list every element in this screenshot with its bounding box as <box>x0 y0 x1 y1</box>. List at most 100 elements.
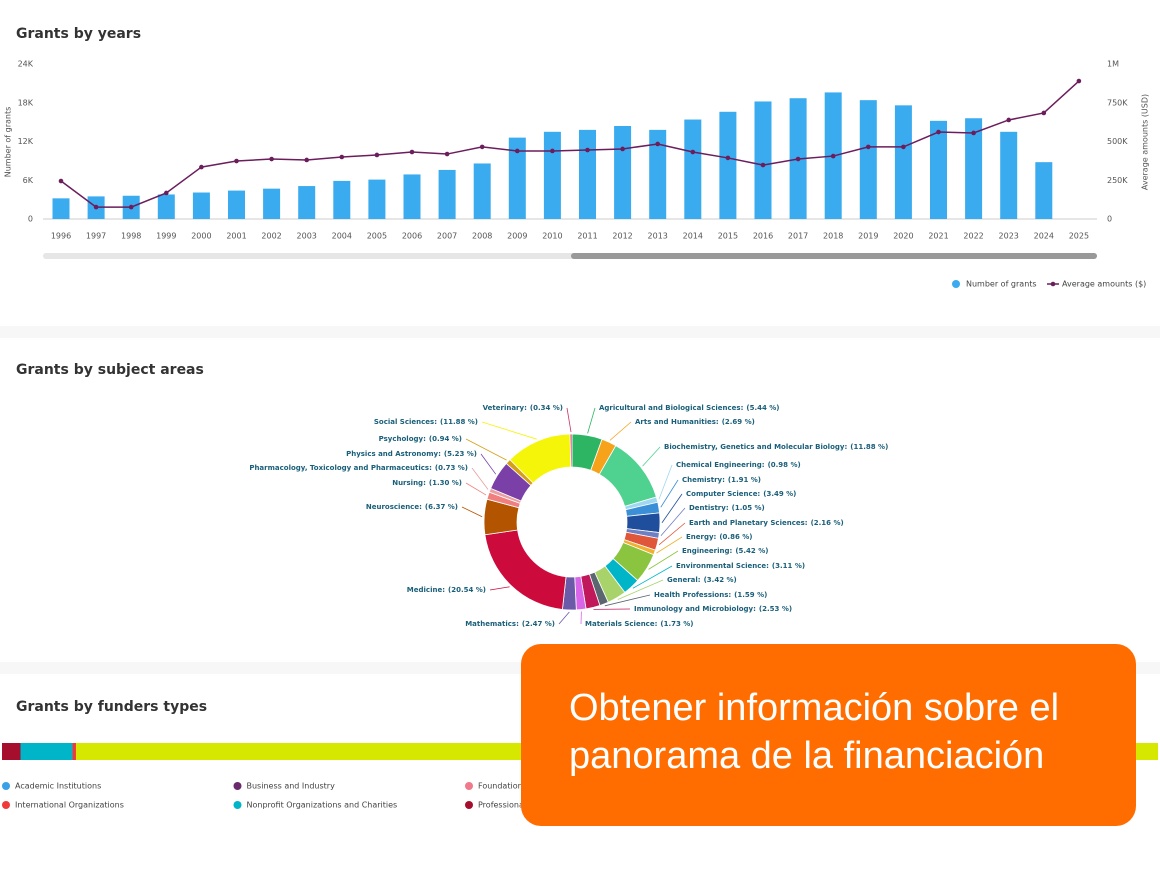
x-tick-label: 2025 <box>1069 232 1089 241</box>
y-axis-title: Number of grants <box>4 107 13 178</box>
bar <box>930 121 947 219</box>
banner-line: panorama de la financiación <box>569 732 1136 780</box>
bar <box>860 100 877 219</box>
x-tick-label: 2013 <box>648 232 668 241</box>
legend-swatch <box>465 782 473 790</box>
category-name: Energy: <box>686 533 717 541</box>
x-tick-label: 2012 <box>612 232 632 241</box>
line-point <box>726 156 731 161</box>
legend-label: Average amounts ($) <box>1062 280 1146 289</box>
line-point <box>234 159 239 164</box>
leader-line <box>490 587 510 590</box>
value-label: (0.86 %) <box>719 533 752 541</box>
x-tick-label: 2001 <box>226 232 246 241</box>
y-tick-label: 0 <box>28 215 33 224</box>
data-label: Immunology and Microbiology:(2.53 %) <box>634 605 792 613</box>
y2-tick-label: 1M <box>1107 60 1119 69</box>
value-label: (11.88 %) <box>440 418 478 426</box>
x-tick-label: 2003 <box>297 232 317 241</box>
x-tick-label: 2000 <box>191 232 211 241</box>
data-label: Veterinary:(0.34 %) <box>483 404 563 412</box>
bar-segment <box>73 743 76 760</box>
bar <box>404 174 421 219</box>
x-tick-label: 2020 <box>893 232 913 241</box>
value-label: (3.42 %) <box>704 576 737 584</box>
x-tick-label: 2009 <box>507 232 527 241</box>
chart-title: Grants by funders types <box>16 699 207 715</box>
value-label: (1.91 %) <box>728 476 761 484</box>
x-tick-label: 1999 <box>156 232 176 241</box>
line-point <box>410 150 415 155</box>
x-tick-label: 2022 <box>963 232 983 241</box>
legend-swatch <box>2 801 10 809</box>
x-tick-label: 2010 <box>542 232 562 241</box>
bar-segment <box>2 743 20 760</box>
line-point <box>655 142 660 147</box>
category-name: Physics and Astronomy: <box>346 450 441 458</box>
data-label: Mathematics:(2.47 %) <box>465 620 555 628</box>
category-name: Medicine: <box>407 586 445 594</box>
bar <box>228 191 245 219</box>
bar-segment <box>20 743 72 760</box>
value-label: (2.16 %) <box>811 519 844 527</box>
value-label: (20.54 %) <box>448 586 486 594</box>
data-label: Nursing:(1.30 %) <box>392 479 462 487</box>
scrollbar-thumb[interactable] <box>571 253 1097 259</box>
bar <box>1000 132 1017 219</box>
line-point <box>585 148 590 153</box>
line-point <box>691 150 696 155</box>
leader-line <box>466 483 486 495</box>
x-tick-label: 2017 <box>788 232 808 241</box>
legend-swatch <box>952 280 960 288</box>
chart-title: Grants by subject areas <box>16 362 204 378</box>
category-name: Psychology: <box>379 435 426 443</box>
legend-label: Number of grants <box>966 280 1037 289</box>
leader-line <box>567 408 571 432</box>
bar <box>439 170 456 219</box>
value-label: (2.53 %) <box>759 605 792 613</box>
value-label: (2.69 %) <box>722 418 755 426</box>
data-label: Dentistry:(1.05 %) <box>689 504 765 512</box>
legend-label: Business and Industry <box>247 782 336 791</box>
data-label: Arts and Humanities:(2.69 %) <box>635 418 755 426</box>
leader-line <box>610 422 631 440</box>
leader-line <box>643 447 660 466</box>
y2-tick-label: 750K <box>1107 98 1128 107</box>
leader-line <box>462 507 482 517</box>
legend-label: Professional <box>478 801 526 810</box>
x-tick-label: 2002 <box>261 232 281 241</box>
category-name: Computer Science: <box>686 490 760 498</box>
line-point <box>866 145 871 150</box>
line-point <box>129 205 134 210</box>
y2-tick-label: 0 <box>1107 215 1112 224</box>
data-label: Computer Science:(3.49 %) <box>686 490 796 498</box>
banner: Obtener información sobre el panorama de… <box>521 644 1136 826</box>
leader-line <box>481 454 496 474</box>
data-label: Psychology:(0.94 %) <box>379 435 462 443</box>
category-name: Chemical Engineering: <box>676 461 765 469</box>
line-point <box>831 154 836 159</box>
category-name: Immunology and Microbiology: <box>634 605 756 613</box>
bar <box>158 194 175 219</box>
line-point <box>761 163 766 168</box>
y-tick-label: 24K <box>18 60 34 69</box>
data-label: Chemical Engineering:(0.98 %) <box>676 461 801 469</box>
banner-line: Obtener información sobre el <box>569 684 1136 732</box>
data-label: Pharmacology, Toxicology and Pharmaceuti… <box>249 464 468 472</box>
value-label: (5.44 %) <box>746 404 779 412</box>
line-point <box>796 157 801 162</box>
x-tick-label: 2011 <box>577 232 597 241</box>
bar <box>193 193 210 219</box>
leader-line <box>661 508 685 536</box>
value-label: (2.47 %) <box>522 620 555 628</box>
line-point <box>269 157 274 162</box>
line-point <box>94 205 99 210</box>
x-tick-label: 2004 <box>332 232 352 241</box>
bar <box>333 181 350 219</box>
category-name: Materials Science: <box>585 620 658 628</box>
data-label: Engineering:(5.42 %) <box>682 547 768 555</box>
line-point <box>1006 118 1011 123</box>
category-name: Arts and Humanities: <box>635 418 719 426</box>
x-tick-label: 1997 <box>86 232 106 241</box>
